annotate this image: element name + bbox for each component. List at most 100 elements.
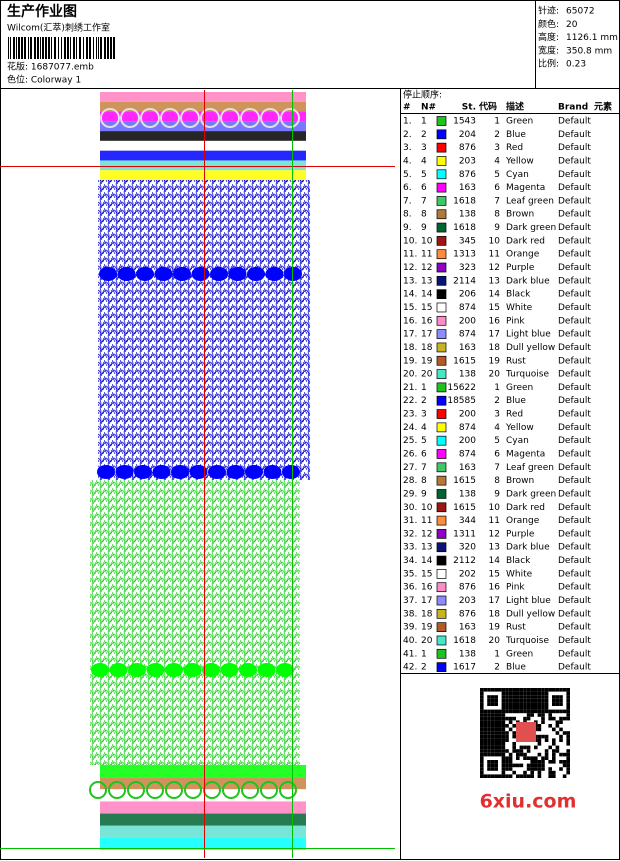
- row-number: 37.: [403, 596, 417, 606]
- qr-module: [508, 767, 513, 771]
- row-number: 11.: [403, 250, 417, 260]
- row-number: 8.: [403, 210, 412, 220]
- qr-module: [480, 691, 484, 696]
- brand: Default: [558, 343, 591, 353]
- row-number: 40.: [403, 636, 417, 646]
- row-number: 28.: [403, 476, 417, 486]
- qr-module: [512, 731, 516, 735]
- qr-module: [555, 698, 560, 703]
- color-swatch: [436, 555, 447, 566]
- brand: Default: [558, 543, 591, 553]
- qr-module: [480, 727, 484, 732]
- title: 生产作业图: [7, 3, 77, 20]
- qr-module: [541, 702, 545, 706]
- oval: [263, 465, 282, 479]
- qr-module: [516, 688, 520, 692]
- bar: [98, 37, 99, 59]
- needle: 19: [421, 356, 433, 366]
- qr-module: [534, 709, 538, 714]
- qr-module: [490, 702, 495, 706]
- qr-module: [526, 709, 531, 714]
- qr-module: [552, 770, 556, 775]
- brand: Default: [558, 463, 591, 473]
- stitches: 203: [459, 596, 476, 606]
- code: 19: [489, 356, 501, 366]
- qr-module: [559, 695, 563, 699]
- qr-module: [544, 695, 549, 699]
- bar: [104, 37, 106, 59]
- qr-module: [490, 745, 495, 750]
- qr-module: [494, 695, 498, 699]
- qr-module: [490, 724, 495, 728]
- needle: 2: [421, 663, 427, 673]
- row-number: 19.: [403, 356, 417, 366]
- qr-module: [519, 774, 524, 778]
- stitches: 874: [459, 330, 476, 340]
- color-swatch: [436, 156, 447, 166]
- qr-module: [537, 767, 542, 771]
- scallop: [108, 781, 126, 799]
- qr-module: [530, 691, 534, 696]
- code: 2: [494, 396, 500, 406]
- oval: [257, 663, 276, 677]
- band: [100, 837, 306, 850]
- qr-module: [541, 756, 545, 760]
- row-number: 10.: [403, 236, 417, 246]
- qr-module: [537, 734, 542, 739]
- qr-module: [501, 695, 506, 699]
- qr-module: [526, 749, 531, 753]
- color-swatch: [436, 289, 447, 300]
- oval: [99, 267, 117, 281]
- code: 19: [489, 623, 501, 633]
- stitches: 345: [459, 236, 476, 246]
- qr-module: [566, 706, 570, 710]
- description: Black: [506, 290, 531, 300]
- needle: 12: [421, 529, 432, 539]
- qr-module: [537, 695, 542, 699]
- bar: [110, 37, 112, 59]
- brand: Default: [558, 423, 591, 433]
- qr-module: [566, 716, 570, 721]
- code: 9: [494, 223, 500, 233]
- stitches: 1617: [453, 663, 476, 673]
- stitches: 876: [459, 170, 476, 180]
- qr-module: [508, 727, 513, 732]
- qr-module: [562, 716, 567, 721]
- needle: 16: [421, 316, 433, 326]
- qr-module: [530, 756, 534, 760]
- qr-module: [505, 702, 509, 706]
- qr-module: [487, 738, 491, 742]
- qr-module: [490, 695, 495, 699]
- qr-module: [480, 774, 484, 778]
- qr-module: [505, 763, 509, 768]
- qr-module: [487, 767, 491, 771]
- needle: 10: [421, 236, 433, 246]
- qr-module: [483, 716, 488, 721]
- brand: Default: [558, 596, 591, 606]
- column-header: Brand: [558, 103, 588, 113]
- brand: Default: [558, 396, 591, 406]
- qr-module: [552, 698, 556, 703]
- qr-module: [541, 760, 545, 764]
- bar: [61, 37, 62, 59]
- description: Dark blue: [506, 543, 550, 553]
- qr-module: [490, 763, 495, 768]
- description: Orange: [506, 250, 540, 260]
- qr-module: [519, 752, 524, 757]
- qr-module: [512, 724, 516, 728]
- code: 14: [489, 290, 501, 300]
- qr-module: [498, 727, 502, 732]
- description: Green: [506, 383, 533, 393]
- description: Cyan: [506, 170, 529, 180]
- qr-module: [523, 698, 527, 703]
- qr-module: [483, 709, 488, 714]
- qr-module: [530, 698, 534, 703]
- stitches: 163: [459, 343, 476, 353]
- description: Dull yellow: [506, 609, 555, 619]
- description: Orange: [506, 516, 540, 526]
- column-header: #: [403, 103, 411, 113]
- embroidery-preview: [0, 90, 395, 858]
- qr-module: [559, 698, 563, 703]
- qr-module: [541, 716, 545, 721]
- needle: 10: [421, 503, 433, 513]
